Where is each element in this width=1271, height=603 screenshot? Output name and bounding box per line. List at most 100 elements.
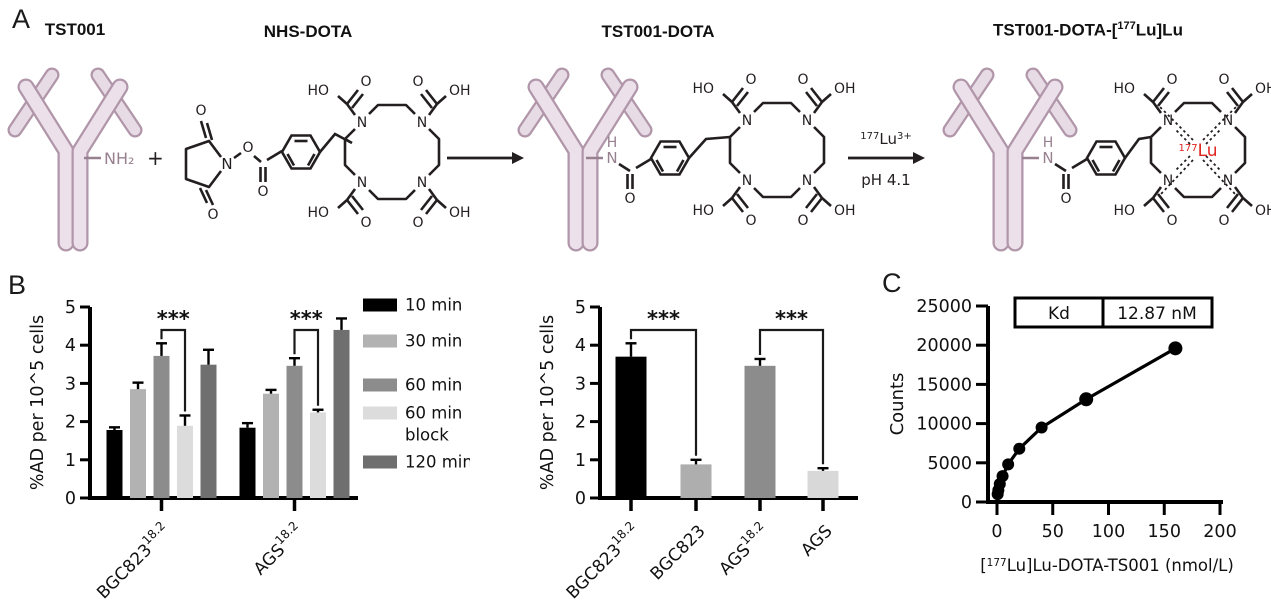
bar (177, 425, 193, 498)
significance-bracket (758, 328, 825, 465)
legend-swatch (363, 334, 397, 348)
legend-swatch (363, 406, 397, 420)
category-label: BGC823 (647, 521, 710, 584)
bar (130, 389, 146, 498)
reaction-scheme: N N N N HO O O OH HO O O OH (0, 40, 1271, 275)
y-tick-label: 5 (65, 298, 76, 318)
legend-label: 60 min (405, 404, 462, 423)
bar (615, 356, 647, 498)
specificity-bar-chart: 0 1 2 3 4 5 %AD per 10^5 cells BGC82318.2 BGC823… (538, 298, 858, 603)
data-point (996, 470, 1009, 483)
benzyl-ch2-bond (1123, 135, 1152, 159)
y-tick-label: 2 (65, 413, 76, 433)
significance-bracket (160, 328, 187, 412)
x-axis-label: [177Lu]Lu-DOTA-TS001 (nmol/L) (980, 556, 1234, 575)
bar (239, 427, 256, 498)
category-label: BGC82318.2 (90, 519, 175, 600)
data-point (1079, 392, 1094, 407)
y-axis-label: %AD per 10^5 cells (538, 315, 558, 490)
nhs-ester (184, 101, 284, 225)
uptake-time-course-chart: 0 1 2 3 4 5 %AD per 10^5 cells BGC82318.2 AGS18.… (28, 296, 470, 601)
bar (263, 393, 279, 498)
y-axis-label: %AD per 10^5 cells (28, 315, 48, 490)
binding-curve (996, 346, 1177, 495)
bar (807, 470, 839, 498)
amide-linker-2 (1022, 135, 1125, 207)
kd-table (1013, 296, 1214, 329)
legend-label: 30 min (405, 332, 462, 351)
data-point (1168, 341, 1183, 356)
y-tick-label: 0 (961, 493, 972, 513)
significance-stars: *** (157, 307, 190, 331)
lu-charge: 3+ (897, 131, 912, 142)
y-axis-label: Counts (887, 373, 908, 436)
legend-swatch (363, 378, 397, 392)
x-tick-label: 150 (1148, 522, 1181, 542)
category-label: AGS18.2 (247, 519, 308, 580)
benzyl-ch2-bond (319, 132, 353, 153)
y-tick-label: 3 (575, 374, 586, 394)
significance-stars: *** (647, 307, 680, 331)
data-point (1035, 421, 1048, 434)
title-nhs-dota: NHS-DOTA (263, 22, 353, 41)
dota-free (306, 72, 472, 233)
bar (310, 412, 326, 498)
y-tick-label: 15000 (916, 375, 972, 395)
y-tick-label: 0 (575, 489, 586, 509)
y-tick-label: 2 (575, 413, 586, 433)
bar (286, 365, 303, 498)
kd-param: Kd (1048, 304, 1070, 324)
lu-mass: 177 (860, 131, 879, 142)
bar (153, 355, 170, 498)
benzene-nhs-dota (280, 134, 322, 170)
significance-bracket (629, 328, 698, 456)
significance-stars: *** (290, 307, 323, 331)
x-tick-label: 50 (1042, 522, 1064, 542)
bar (333, 329, 350, 498)
y-tick-label: 0 (65, 489, 76, 509)
y-tick-label: 20000 (916, 336, 972, 356)
bar (200, 364, 217, 498)
x-tick-label: 0 (991, 522, 1002, 542)
legend-swatch (363, 455, 397, 469)
significance-stars: *** (775, 307, 808, 331)
title-tst001: TST001 (44, 20, 106, 39)
y-tick-label: 1 (575, 451, 586, 471)
reaction-arrow-2 (848, 152, 925, 164)
radioconjugate-pre: TST001-DOTA-[ (993, 20, 1118, 40)
bar (680, 464, 712, 498)
data-point (1002, 458, 1015, 471)
y-tick-label: 3 (65, 374, 76, 394)
category-label: AGS18.2 (713, 519, 774, 580)
y-tick-label: 25000 (916, 297, 972, 317)
antibody-tst001-dota (525, 75, 645, 243)
dota-conjugated (691, 70, 857, 231)
reaction-arrow-1 (447, 152, 524, 164)
lu-symbol: Lu (879, 130, 897, 148)
y-tick-label: 10000 (916, 415, 972, 435)
radioconjugate-post: Lu]Lu (1135, 20, 1183, 40)
x-tick-label: 200 (1203, 522, 1236, 542)
y-tick-label: 1 (65, 451, 76, 471)
legend-label: 10 min (405, 296, 462, 315)
category-label: BGC82318.2 (560, 519, 645, 603)
legend-label: 60 min (405, 376, 462, 395)
legend-swatch (363, 298, 397, 312)
legend-label: 120 min (405, 453, 470, 472)
lu3-plus-label: 177Lu3+ (860, 130, 911, 148)
saturation-binding-chart: 0 50 100 150 200 0 5000 10000 15000 20000 25000 Cou… (887, 296, 1237, 575)
radioconjugate-mass: 177 (1117, 20, 1136, 32)
y-tick-label: 5 (575, 298, 586, 318)
data-point (1013, 442, 1026, 455)
title-radioconjugate: TST001-DOTA-[177Lu]Lu (968, 20, 1208, 41)
legend-label: block (405, 426, 449, 445)
plus-sign: + (147, 146, 164, 170)
panel-c-label: C (882, 268, 902, 298)
nh2-group: NH₂ (104, 149, 134, 168)
y-tick-label: 5000 (927, 454, 972, 474)
y-tick-label: 4 (65, 336, 76, 356)
y-tick-label: 4 (575, 336, 586, 356)
category-label: AGS (797, 521, 836, 560)
ph-label: pH 4.1 (861, 171, 910, 189)
